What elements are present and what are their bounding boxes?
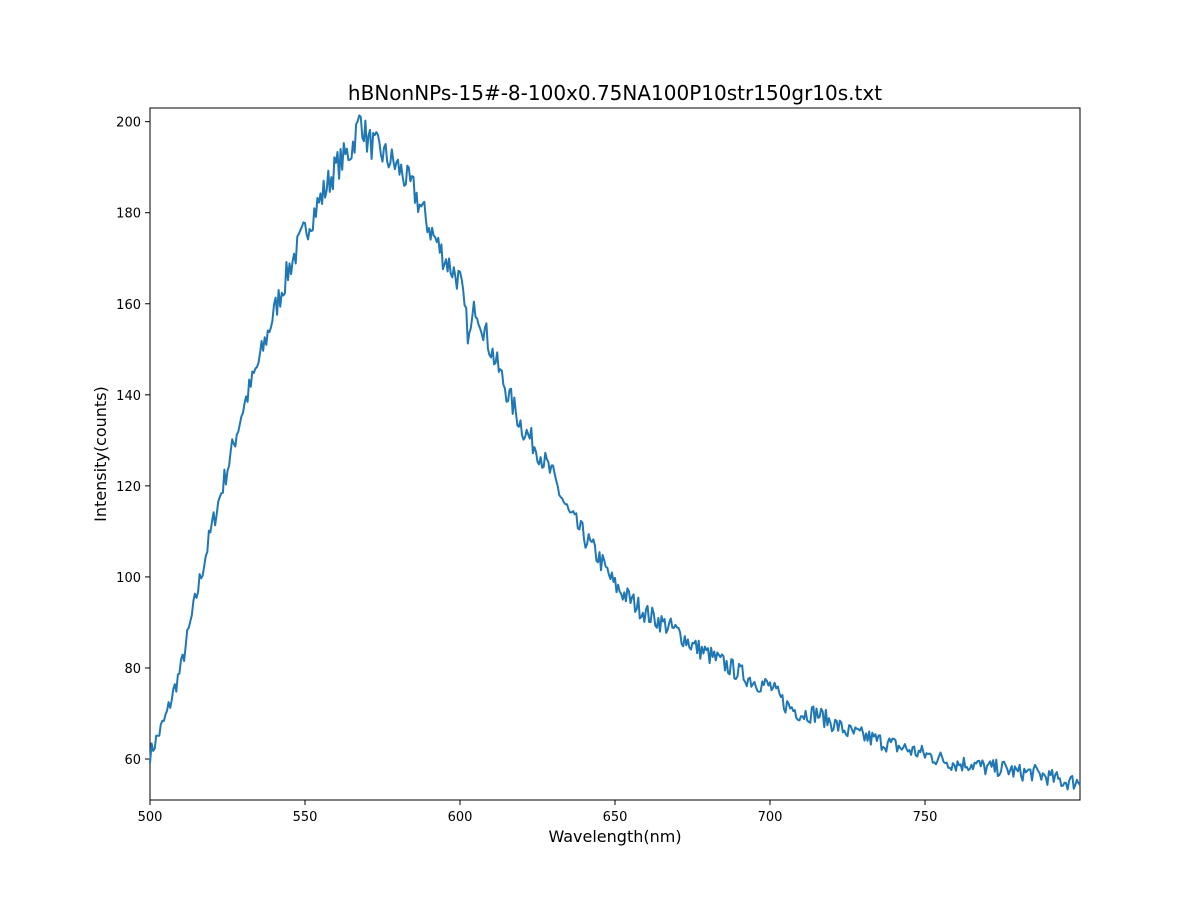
chart-title: hBNonNPs-15#-8-100x0.75NA100P10str150gr1…: [348, 81, 882, 105]
x-tick-label: 700: [758, 810, 783, 825]
y-tick-label: 180: [116, 207, 141, 222]
y-axis-label: Intensity(counts): [91, 386, 110, 522]
plot-area-frame: [149, 107, 1081, 801]
y-tick-label: 140: [116, 389, 141, 404]
y-tick-label: 120: [116, 480, 141, 495]
x-axis-label: Wavelength(nm): [548, 827, 681, 846]
x-tick-label: 550: [293, 810, 318, 825]
x-tick-label: 500: [138, 810, 163, 825]
y-tick-label: 200: [116, 116, 141, 131]
x-tick-label: 600: [448, 810, 473, 825]
y-tick-label: 60: [124, 753, 141, 768]
y-tick-label: 80: [124, 662, 141, 677]
y-tick-label: 100: [116, 571, 141, 586]
y-axis-ticks: 60 80 100 120 140 160 180 200: [116, 116, 150, 768]
x-tick-label: 750: [913, 810, 938, 825]
y-tick-label: 160: [116, 298, 141, 313]
x-axis-ticks: 500 550 600 650 700 750: [138, 800, 938, 825]
spectrum-line: [149, 114, 1081, 791]
x-tick-label: 650: [603, 810, 628, 825]
